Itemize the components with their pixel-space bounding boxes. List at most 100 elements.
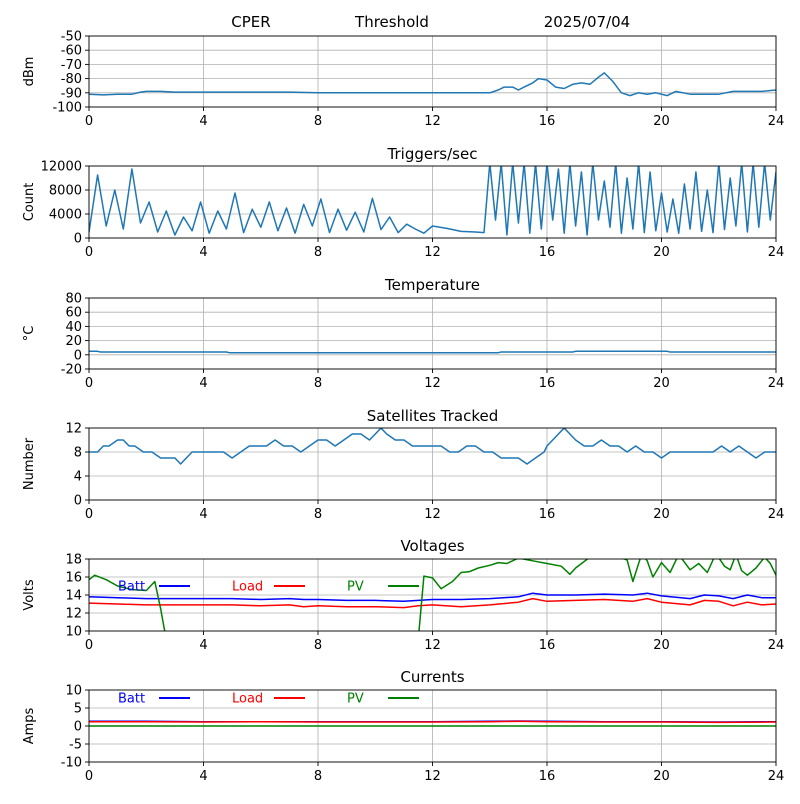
threshold-series-line — [89, 72, 776, 97]
triggers-xtick-label-5: 20 — [653, 245, 670, 260]
triggers-xtick-label-0: 0 — [85, 245, 93, 260]
voltages-xtick-label-0: 0 — [85, 638, 93, 653]
satellites-xtick-label-2: 8 — [314, 507, 322, 522]
triggers-ytick-label-1: 4000 — [49, 208, 82, 223]
temperature-xtick-label-2: 8 — [314, 376, 322, 391]
temperature-xtick-label-4: 16 — [539, 376, 556, 391]
threshold-ytick-label-3: -80 — [61, 72, 82, 87]
threshold-ytick-label-2: -70 — [61, 58, 82, 73]
threshold-xtick-label-0: 0 — [85, 114, 93, 129]
currents-xtick-label-0: 0 — [85, 769, 93, 784]
temperature-ylabel: °C — [22, 326, 37, 342]
currents-xtick-label-1: 4 — [199, 769, 207, 784]
header-date: 2025/07/04 — [544, 13, 630, 31]
temperature-ytick-label-1: 60 — [65, 306, 82, 321]
header-mode: Threshold — [354, 13, 429, 31]
voltages-xtick-label-4: 16 — [539, 638, 556, 653]
currents-legend-batt-label: Batt — [118, 692, 145, 707]
satellites-xtick-label-5: 20 — [653, 507, 670, 522]
triggers-xtick-label-3: 12 — [424, 245, 441, 260]
voltages-ytick-label-1: 12 — [65, 607, 82, 622]
threshold-xtick-label-5: 20 — [653, 114, 670, 129]
triggers-xtick-label-4: 16 — [539, 245, 556, 260]
triggers-ylabel: Count — [22, 183, 37, 222]
currents-xtick-label-6: 24 — [768, 769, 785, 784]
triggers-ytick-label-3: 12000 — [41, 160, 82, 175]
voltages-batt-line — [89, 592, 776, 603]
triggers-xtick-label-1: 4 — [199, 245, 207, 260]
header-station: CPER — [231, 13, 270, 31]
currents-ytick-label-3: -5 — [69, 738, 82, 753]
satellites-ytick-label-3: 12 — [65, 422, 82, 437]
satellites-xtick-label-3: 12 — [424, 507, 441, 522]
currents-ytick-label-2: 0 — [74, 720, 82, 735]
temperature-xtick-label-6: 24 — [768, 376, 785, 391]
voltages-ylabel: Volts — [22, 579, 37, 611]
triggers-ytick-label-2: 8000 — [49, 184, 82, 199]
voltages-series-group — [89, 559, 776, 631]
temperature-xtick-label-1: 4 — [199, 376, 207, 391]
currents-xtick-label-2: 8 — [314, 769, 322, 784]
temperature-xtick-label-5: 20 — [653, 376, 670, 391]
voltages-xtick-label-6: 24 — [768, 638, 785, 653]
triggers-panel: 0 4 8 12 16 20 24 0 4000 8000 12000 Count Triggers/s… — [22, 145, 784, 260]
satellites-ytick-label-0: 0 — [74, 494, 82, 509]
satellites-xtick-label-0: 0 — [85, 507, 93, 522]
temperature-ytick-label-2: 40 — [65, 320, 82, 335]
currents-xtick-label-4: 16 — [539, 769, 556, 784]
satellites-series-group — [89, 428, 776, 465]
triggers-series-group — [89, 166, 776, 236]
temperature-title: Temperature — [384, 276, 480, 294]
currents-ytick-label-4: -10 — [61, 756, 82, 771]
threshold-panel: 0 4 8 12 16 20 24 -50-60-70-80-90-100 dBm — [22, 30, 784, 130]
triggers-ytick-label-0: 0 — [74, 232, 82, 247]
satellites-xtick-label-4: 16 — [539, 507, 556, 522]
voltages-ytick-label-3: 16 — [65, 571, 82, 586]
satellites-panel: 0 4 8 12 16 20 24 0 4 8 12 Number Satellites Tracked — [22, 407, 784, 522]
satellites-xtick-label-1: 4 — [199, 507, 207, 522]
temperature-xtick-label-3: 12 — [424, 376, 441, 391]
voltages-ytick-label-0: 10 — [65, 625, 82, 640]
voltages-xtick-label-5: 20 — [653, 638, 670, 653]
voltages-ytick-label-4: 18 — [65, 553, 82, 568]
voltages-pv-line — [89, 559, 776, 631]
currents-ylabel: Amps — [22, 707, 37, 744]
currents-title: Currents — [400, 668, 464, 686]
triggers-series-line — [89, 166, 776, 236]
temperature-ytick-label-0: 80 — [65, 292, 82, 307]
currents-ytick-label-1: 5 — [74, 702, 82, 717]
threshold-ytick-label-0: -50 — [61, 30, 82, 45]
currents-ytick-label-0: 10 — [65, 684, 82, 699]
satellites-ytick-label-1: 4 — [74, 470, 82, 485]
voltages-ytick-label-2: 14 — [65, 589, 82, 604]
voltages-legend-load-label: Load — [232, 580, 263, 595]
satellites-title: Satellites Tracked — [367, 407, 498, 425]
threshold-series-group — [89, 72, 776, 97]
satellites-ylabel: Number — [22, 437, 37, 490]
satellites-xtick-label-6: 24 — [768, 507, 785, 522]
currents-xtick-label-3: 12 — [424, 769, 441, 784]
threshold-xtick-label-1: 4 — [199, 114, 207, 129]
currents-legend-pv-label: PV — [347, 692, 364, 707]
currents-series-group — [89, 720, 776, 727]
temperature-series-line — [89, 350, 776, 354]
voltages-xtick-label-1: 4 — [199, 638, 207, 653]
currents-xtick-label-5: 20 — [653, 769, 670, 784]
voltages-title: Voltages — [400, 537, 464, 555]
threshold-ytick-label-1: -60 — [61, 44, 82, 59]
threshold-xtick-label-6: 24 — [768, 114, 785, 129]
threshold-ytick-label-5: -100 — [52, 101, 82, 116]
satellites-ytick-label-2: 8 — [74, 446, 82, 461]
satellites-series-line — [89, 428, 776, 465]
temperature-ytick-label-5: -20 — [61, 363, 82, 378]
threshold-ytick-label-4: -90 — [61, 86, 82, 101]
threshold-ylabel: dBm — [22, 57, 37, 87]
threshold-xtick-label-2: 8 — [314, 114, 322, 129]
temperature-ytick-label-4: 0 — [74, 348, 82, 363]
temperature-ytick-label-3: 20 — [65, 334, 82, 349]
voltages-legend-batt-label: Batt — [118, 580, 145, 595]
